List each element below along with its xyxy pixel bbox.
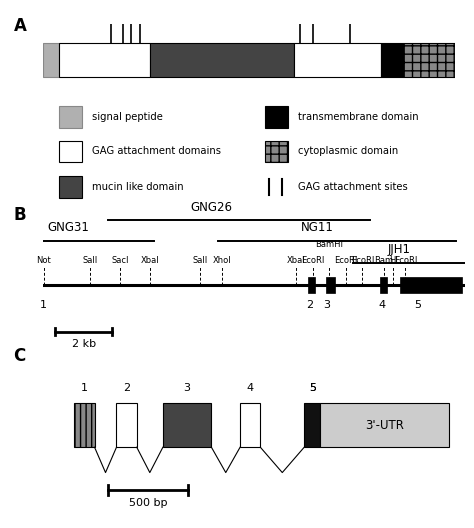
Bar (309, 277, 315, 294)
Bar (59, 43, 150, 77)
Text: XbaI: XbaI (140, 256, 159, 265)
Text: cytoplasmic domain: cytoplasmic domain (298, 146, 399, 156)
Bar (240, 403, 260, 447)
Text: EcoRI: EcoRI (301, 256, 324, 265)
Text: signal peptide: signal peptide (92, 112, 163, 121)
Text: XbaI: XbaI (286, 256, 305, 265)
Text: 5: 5 (415, 300, 421, 310)
Text: 2: 2 (306, 300, 313, 310)
Text: 2: 2 (123, 383, 130, 393)
Text: XhoI: XhoI (212, 256, 231, 265)
Text: EcoRI: EcoRI (351, 256, 374, 265)
Text: EcoRI: EcoRI (394, 256, 417, 265)
Text: C: C (13, 347, 26, 365)
Bar (265, 140, 288, 162)
Text: SacI: SacI (111, 256, 128, 265)
Bar (320, 403, 449, 447)
Text: 3: 3 (183, 383, 191, 393)
Bar (163, 403, 211, 447)
Text: mucin like domain: mucin like domain (92, 182, 184, 192)
Text: GNG26: GNG26 (191, 201, 232, 214)
Text: JJH1: JJH1 (388, 243, 410, 257)
Bar (401, 277, 462, 294)
Bar (326, 277, 336, 294)
Text: 5: 5 (309, 383, 316, 393)
Text: Bam: Bam (374, 256, 393, 265)
Text: A: A (14, 17, 27, 35)
Text: 3'-UTR: 3'-UTR (365, 419, 404, 431)
Bar (74, 403, 94, 447)
Text: EcoRI: EcoRI (334, 256, 357, 265)
Text: GAG attachment domains: GAG attachment domains (92, 146, 221, 156)
Text: SalI: SalI (193, 256, 208, 265)
Bar (380, 277, 387, 294)
Bar (59, 140, 82, 162)
Text: SalI: SalI (82, 256, 98, 265)
Bar (43, 43, 59, 77)
Text: 1: 1 (40, 300, 47, 310)
Bar (304, 403, 320, 447)
Text: GAG attachment sites: GAG attachment sites (298, 182, 408, 192)
Text: 5: 5 (309, 383, 316, 393)
Text: 1: 1 (81, 383, 88, 393)
Text: BamHI: BamHI (315, 240, 343, 249)
Bar (381, 43, 403, 77)
Text: 4: 4 (246, 383, 254, 393)
Text: 2 kb: 2 kb (72, 338, 96, 348)
Bar (59, 106, 82, 128)
Bar (403, 43, 455, 77)
Text: Not: Not (36, 256, 51, 265)
Text: GNG31: GNG31 (47, 221, 89, 234)
Text: transmembrane domain: transmembrane domain (298, 112, 419, 121)
Bar (59, 176, 82, 198)
Bar (117, 403, 137, 447)
Text: 3: 3 (323, 300, 330, 310)
Text: 4: 4 (378, 300, 385, 310)
Bar (265, 106, 288, 128)
Bar (294, 43, 381, 77)
Text: NG11: NG11 (301, 221, 333, 234)
Text: B: B (13, 206, 26, 224)
Text: 500 bp: 500 bp (129, 498, 167, 508)
Text: HI: HI (389, 256, 398, 265)
Bar (150, 43, 294, 77)
